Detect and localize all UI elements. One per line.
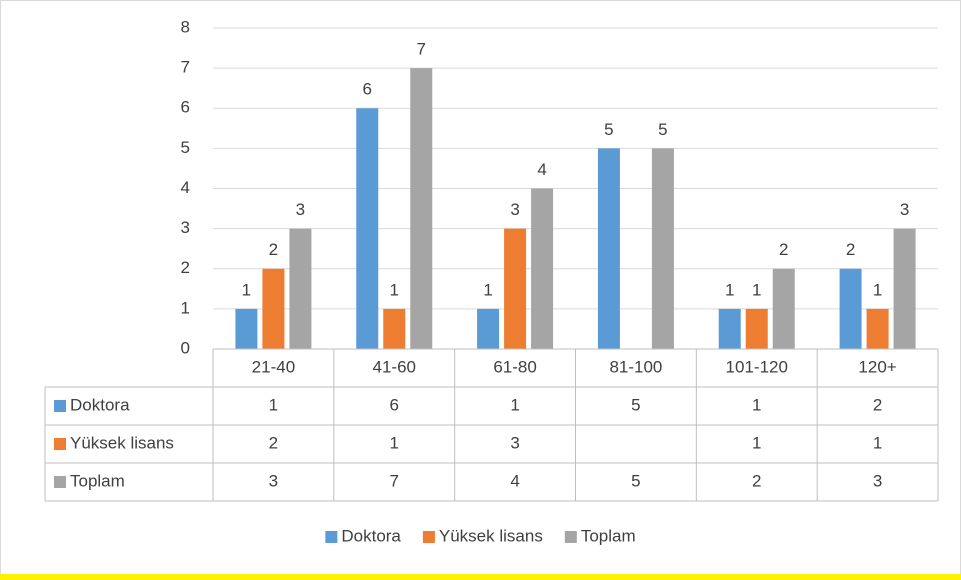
- bar: [262, 268, 285, 349]
- legend-key: [54, 438, 66, 450]
- table-cell: 2: [873, 395, 882, 414]
- y-tick-label: 4: [181, 178, 190, 197]
- table-cell: 1: [390, 433, 399, 452]
- data-label: 1: [725, 280, 734, 299]
- table-series-name: Yüksek lisans: [70, 433, 174, 452]
- legend-label: Doktora: [341, 526, 401, 545]
- legend-key: [54, 476, 66, 488]
- bar: [893, 228, 916, 349]
- y-tick-label: 2: [181, 258, 190, 277]
- y-tick-label: 1: [181, 298, 190, 317]
- data-label: 2: [779, 240, 788, 259]
- highlight-border: [0, 574, 961, 580]
- x-tick-label: 41-60: [373, 357, 416, 376]
- table-cell: 2: [269, 433, 278, 452]
- table-cell: 7: [390, 471, 399, 490]
- table-cell: 1: [269, 395, 278, 414]
- data-label: 1: [390, 280, 399, 299]
- table-cell: 4: [510, 471, 519, 490]
- y-tick-label: 6: [181, 98, 190, 117]
- legend-label: Toplam: [581, 526, 636, 545]
- bar: [597, 148, 620, 349]
- bar: [866, 308, 889, 349]
- bar: [531, 188, 554, 349]
- bar: [772, 268, 795, 349]
- table-cell: 2: [752, 471, 761, 490]
- bar: [745, 308, 768, 349]
- data-label: 2: [846, 240, 855, 259]
- data-label: 3: [296, 200, 305, 219]
- x-tick-label: 61-80: [493, 357, 536, 376]
- table-series-name: Toplam: [70, 471, 125, 490]
- table-cell: 5: [631, 395, 640, 414]
- table-cell: 3: [873, 471, 882, 490]
- bar: [477, 308, 500, 349]
- y-tick-label: 0: [181, 338, 190, 357]
- table-series-name: Doktora: [70, 395, 130, 414]
- bar: [504, 228, 527, 349]
- data-label: 7: [417, 40, 426, 59]
- table-cell: 1: [510, 395, 519, 414]
- x-tick-label: 120+: [858, 357, 896, 376]
- table-cell: 1: [752, 433, 761, 452]
- x-tick-label: 81-100: [609, 357, 662, 376]
- legend-key: [422, 531, 435, 543]
- bar: [235, 308, 258, 349]
- data-label: 1: [483, 280, 492, 299]
- legend-key: [564, 531, 577, 543]
- legend-key: [325, 531, 338, 543]
- table-cell: 1: [873, 433, 882, 452]
- table-cell: 3: [269, 471, 278, 490]
- table-cell: 1: [752, 395, 761, 414]
- y-tick-label: 8: [181, 17, 190, 36]
- bar: [289, 228, 312, 349]
- data-label: 3: [510, 200, 519, 219]
- bar: [718, 308, 741, 349]
- data-label: 5: [658, 120, 667, 139]
- table-cell: 3: [510, 433, 519, 452]
- data-label: 1: [242, 280, 251, 299]
- data-label: 6: [363, 80, 372, 99]
- data-label: 1: [752, 280, 761, 299]
- legend-key: [54, 400, 66, 412]
- data-label: 3: [900, 200, 909, 219]
- y-tick-label: 3: [181, 218, 190, 237]
- table-cell: 6: [390, 395, 399, 414]
- x-tick-label: 21-40: [252, 357, 295, 376]
- bar: [651, 148, 674, 349]
- y-tick-label: 7: [181, 58, 190, 77]
- bar: [356, 108, 379, 349]
- x-tick-label: 101-120: [726, 357, 788, 376]
- data-label: 1: [873, 280, 882, 299]
- data-label: 5: [604, 120, 613, 139]
- data-label: 4: [537, 160, 546, 179]
- bar: [410, 68, 433, 349]
- data-label: 2: [269, 240, 278, 259]
- y-tick-label: 5: [181, 138, 190, 157]
- table-cell: 5: [631, 471, 640, 490]
- legend-label: Yüksek lisans: [439, 526, 543, 545]
- bar: [383, 308, 406, 349]
- bar: [839, 268, 862, 349]
